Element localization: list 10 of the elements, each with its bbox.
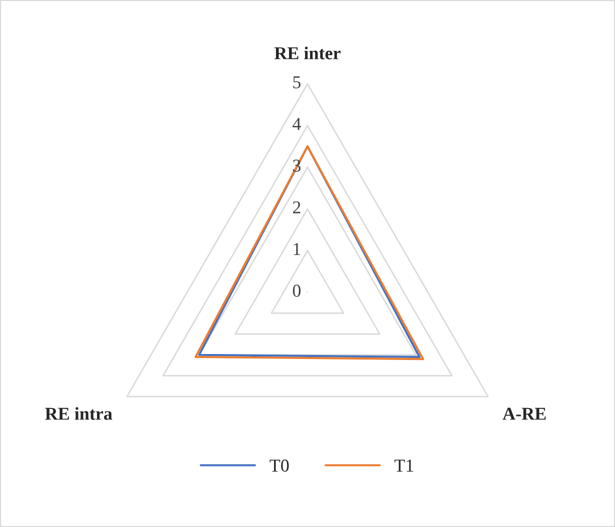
y-tick-label: 2 [293, 201, 300, 214]
y-tick-label: 0 [292, 284, 301, 297]
spoke-label: RE inter [274, 46, 340, 60]
y-tick-label: 4 [292, 118, 301, 130]
y-tick-label: 1 [294, 243, 300, 255]
spoke-label: A-RE [502, 408, 546, 420]
legend-label: T1 [394, 460, 414, 472]
y-tick-label: 5 [293, 76, 301, 88]
spoke-label: RE intra [45, 407, 112, 420]
legend-label: T0 [270, 460, 289, 472]
